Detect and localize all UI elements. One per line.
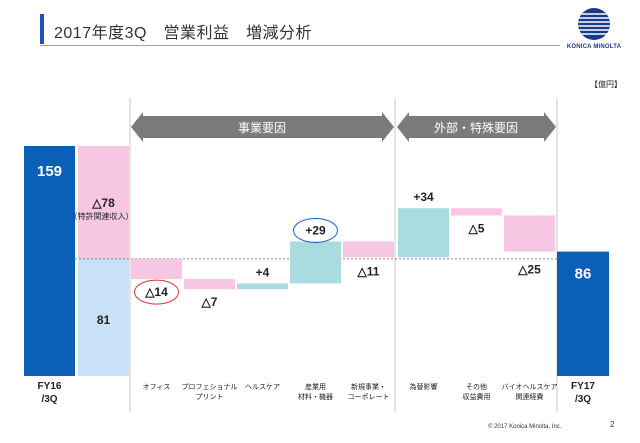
title-accent: [40, 14, 44, 44]
step-value-label-1: △7: [201, 295, 218, 309]
step-category-label-1: プロフェショナルプリント: [182, 383, 238, 401]
step-value-label-7: △25: [517, 263, 541, 277]
step-highlight-circle-0: [134, 279, 179, 305]
step-bar-7: [504, 215, 555, 252]
globe-icon: [578, 8, 610, 40]
page-title: 2017年度3Q 営業利益 増減分析: [54, 25, 312, 42]
external-factors-arrow: [397, 112, 556, 142]
step-category-label-2: ヘルスケア: [245, 383, 280, 391]
step-bar-0: [131, 258, 182, 280]
step-bar-4: [343, 241, 394, 258]
step-value-label-0: △14: [144, 285, 168, 299]
start-value-label: 159: [37, 163, 62, 180]
step-highlight-circle-3: [293, 217, 338, 243]
step-bar-5: [398, 208, 449, 258]
step-value-label-4: △11: [357, 264, 380, 278]
start-total-bar: [24, 146, 75, 376]
end-value-label: 86: [575, 266, 592, 283]
step-category-label-7: バイオヘルスケア関連経費: [502, 383, 558, 401]
step-value-label-3: +29: [305, 223, 326, 237]
step-bar-1: [184, 279, 235, 290]
step-value-label-5: +34: [413, 190, 434, 204]
step-value-label-2: +4: [256, 265, 270, 279]
breakdown-patent-note: （特許関連収入）: [70, 211, 134, 221]
start-category-label: FY16/3Q: [38, 381, 62, 405]
breakdown-patent-bar: [78, 146, 129, 259]
company-logo: KONICA MINOLTA: [562, 6, 626, 58]
step-value-label-6: △5: [468, 221, 485, 235]
business-factors-arrow: [131, 112, 394, 142]
step-bar-3: [290, 241, 341, 284]
step-bar-6: [451, 208, 502, 216]
business-factors-label: 事業要因: [238, 121, 286, 135]
breakdown-base-label: 81: [97, 313, 111, 327]
title-bar: 2017年度3Q 営業利益 増減分析: [40, 14, 640, 44]
step-category-label-3: 産業用材料・機器: [298, 382, 333, 401]
step-category-label-0: オフィス: [143, 383, 171, 391]
end-total-bar: [557, 251, 609, 376]
title-rule: [40, 45, 560, 46]
unit-label: 【億円】: [590, 80, 622, 89]
breakdown-patent-label: △78: [91, 196, 115, 210]
step-category-label-4: 新規事業・コーポレート: [348, 382, 390, 401]
step-category-label-5: 為替影響: [410, 382, 438, 391]
logo-text: KONICA MINOLTA: [566, 44, 622, 50]
step-category-label-6: その他収益費用: [463, 382, 491, 401]
step-bar-2: [237, 283, 288, 290]
copyright: © 2017 Konica Minolta, Inc.: [488, 424, 562, 430]
page-number: 2: [610, 420, 615, 429]
end-category-label: FY17/3Q: [571, 381, 595, 405]
breakdown-base-bar: [78, 258, 129, 376]
external-factors-label: 外部・特殊要因: [434, 120, 518, 135]
